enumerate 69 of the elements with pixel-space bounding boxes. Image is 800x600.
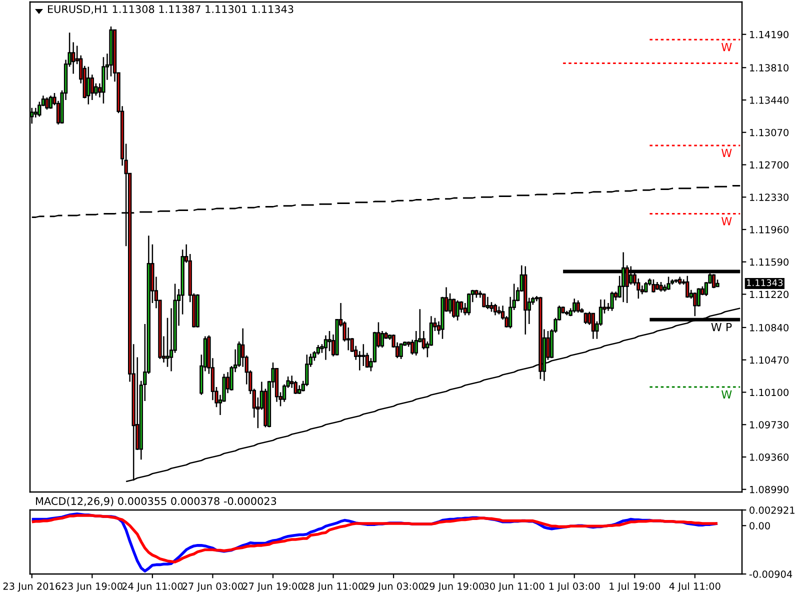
y-tick-label: 1.10840 [750, 324, 789, 332]
candlestick [474, 289, 478, 298]
chart-title: EURUSD,H1 1.11308 1.11387 1.11301 1.11343 [48, 5, 294, 14]
y-tick-label: -0.00904 [749, 570, 792, 578]
y-tick-label: 1.11590 [750, 258, 789, 266]
candlestick [486, 296, 490, 310]
candlestick [655, 281, 660, 290]
candlestick [678, 276, 682, 286]
candlestick [467, 292, 471, 316]
candlestick [564, 310, 569, 316]
candlestick [102, 56, 106, 104]
y-tick-label: 1.11220 [750, 290, 789, 298]
y-tick-label: 1.08990 [750, 486, 789, 494]
x-tick-label: 23 Jun 2016 [3, 582, 61, 592]
candlestick [48, 95, 53, 110]
candlestick [456, 300, 460, 322]
y-tick-label: 1.13440 [750, 96, 789, 104]
line-series [30, 514, 719, 564]
annotation: W [722, 217, 732, 226]
candlestick [482, 292, 486, 308]
x-tick-label: 29 Jun 19:00 [424, 582, 484, 592]
candlestick [576, 300, 580, 314]
x-tick-label: 24 Jun 11:00 [122, 582, 183, 592]
y-tick-label: 1.12330 [750, 194, 789, 201]
candlestick [659, 281, 663, 292]
candlestick [298, 384, 302, 395]
y-tick-label: 1.10470 [750, 356, 789, 364]
candlestick [686, 275, 690, 298]
y-tick-label: 1.14190 [750, 30, 789, 38]
y-tick-label: 1.09360 [750, 453, 789, 461]
candlestick [610, 291, 614, 312]
annotation: W [722, 42, 732, 52]
x-tick-label: 29 Jun 03:00 [363, 582, 424, 592]
x-tick-label: 27 Jun 19:00 [242, 582, 304, 592]
annotation: W [722, 148, 732, 157]
candlestick [45, 96, 49, 110]
candlestick [324, 334, 328, 360]
x-tick-label: 4 Jul 11:00 [669, 582, 720, 592]
candlestick [584, 312, 588, 325]
x-tick-label: 1 Jul 19:00 [610, 582, 660, 592]
candlestick [693, 292, 697, 317]
candlestick [196, 294, 200, 328]
candlestick [86, 66, 90, 105]
y-tick-label: 0.00 [750, 522, 770, 530]
candlestick [399, 342, 403, 360]
x-tick-label: 23 Jun 19:00 [62, 582, 122, 592]
y-tick-label: 1.13070 [750, 128, 789, 136]
x-tick-label: 1 Jul 03:00 [549, 582, 600, 592]
candlestick [572, 298, 576, 314]
text: 1.11343 [746, 279, 783, 286]
y-tick-label: 1.10100 [750, 388, 789, 396]
candlestick [493, 303, 498, 316]
annotation: W P [711, 322, 732, 332]
candlestick [591, 312, 596, 340]
y-tick-label: 1.09730 [750, 421, 789, 428]
candlestick [644, 281, 648, 294]
x-tick-label: 30 Jun 11:00 [484, 582, 544, 592]
y-tick-label: 0.002921 [750, 506, 794, 514]
candlestick [524, 266, 528, 336]
candlestick [652, 278, 656, 294]
chart-title: MACD(12,26,9) 0.000355 0.000378 -0.000023 [36, 496, 276, 506]
candlestick [362, 344, 366, 367]
y-tick-label: 1.12700 [750, 161, 789, 169]
annotation: W [722, 390, 732, 398]
x-tick-label: 28 Jun 11:00 [303, 582, 364, 592]
y-tick-label: 1.11960 [750, 226, 789, 234]
candlestick [666, 276, 670, 290]
y-tick-label: 1.13810 [750, 64, 789, 72]
x-tick-label: 27 Jun 03:00 [182, 582, 243, 592]
